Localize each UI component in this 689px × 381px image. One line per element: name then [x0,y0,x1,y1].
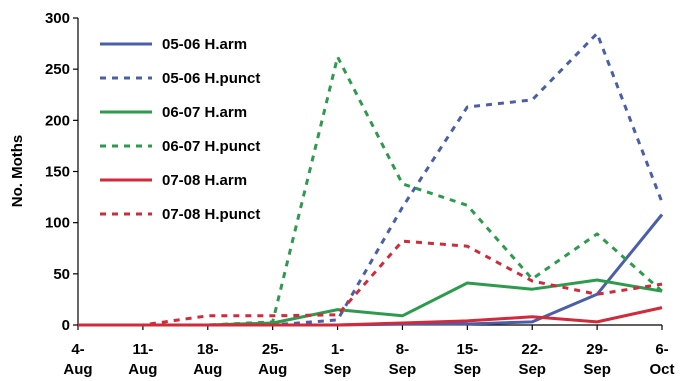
x-axis-ticks: 4-Aug 11-Aug 18-Aug 25-Aug 1-Sep 8-Sep 15-Sep 2… [63,325,675,378]
series-line-07-08-h-arm [78,306,663,327]
legend-label: 06-07 H.arm [162,104,247,121]
x-tick-label: 25-Aug [258,341,287,378]
chart-series [78,31,664,327]
y-tick-label: 100 [45,215,70,232]
y-tick-label: 0 [62,317,70,334]
y-tick-label: 250 [45,61,70,78]
series-line-07-08-h-punct [78,239,663,327]
x-tick-label: 22-Sep [518,341,546,378]
y-axis-title: No. Moths [9,135,26,208]
x-tick-label: 4-Aug [63,341,92,378]
x-tick-label: 29-Sep [583,341,611,378]
y-tick-label: 200 [45,112,70,129]
y-tick-label: 150 [45,164,70,181]
legend-label: 07-08 H.punct [162,206,260,223]
x-tick-label: 6-Oct [649,341,674,378]
y-tick-label: 300 [45,10,70,27]
chart-legend: 05-06 H.arm 05-06 H.punct 06-07 H.arm 06-07… [100,36,260,223]
legend-label: 06-07 H.punct [162,138,260,155]
x-tick-label: 18-Aug [193,341,222,378]
y-tick-label: 50 [53,266,70,283]
x-tick-label: 11-Aug [128,341,157,378]
legend-label: 07-08 H.arm [162,172,247,189]
y-axis-ticks: 0 50 100 150 200 250 300 [45,10,78,334]
legend-label: 05-06 H.punct [162,70,260,87]
x-tick-label: 8-Sep [389,341,417,378]
x-tick-label: 15-Sep [454,341,482,378]
legend-label: 05-06 H.arm [162,36,247,53]
x-tick-label: 1-Sep [324,341,352,378]
series-line-05-06-h-arm [78,213,664,327]
series-line-06-07-h-punct [78,55,663,327]
